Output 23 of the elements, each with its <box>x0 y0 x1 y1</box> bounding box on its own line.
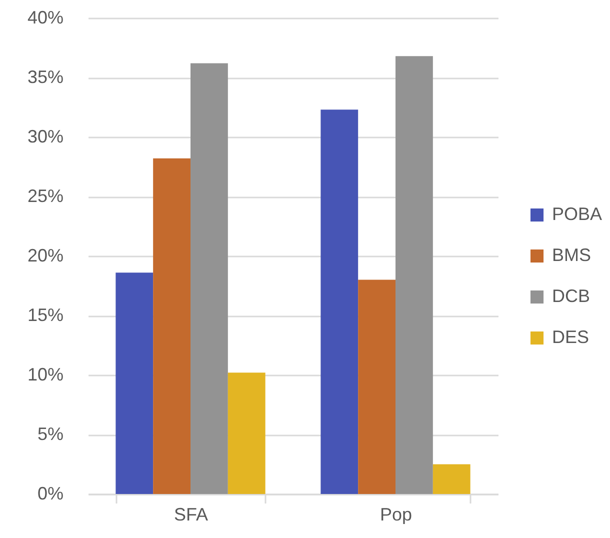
y-tick-label: 35% <box>27 67 64 87</box>
x-tick-label: SFA <box>174 504 208 524</box>
y-tick-label: 5% <box>37 424 64 444</box>
y-tick-label: 30% <box>27 126 64 146</box>
x-tick-label: Pop <box>380 504 412 524</box>
y-tick-label: 20% <box>27 246 64 266</box>
y-tick-label: 15% <box>27 305 64 325</box>
bar <box>116 272 154 494</box>
y-tick-label: 0% <box>37 484 64 504</box>
y-tick-label: 10% <box>27 364 64 384</box>
bar <box>320 110 358 494</box>
legend-label: BMS <box>552 245 592 265</box>
legend-label: POBA <box>552 204 602 224</box>
bar <box>228 372 266 494</box>
bar <box>396 56 433 494</box>
legend-label: DES <box>552 327 590 347</box>
bar <box>432 464 470 494</box>
y-tick-label: 25% <box>27 186 64 206</box>
y-tick-label: 40% <box>27 8 64 28</box>
bar <box>153 158 190 494</box>
bar <box>358 280 396 494</box>
bar <box>190 63 228 494</box>
legend-label: DCB <box>552 286 590 306</box>
